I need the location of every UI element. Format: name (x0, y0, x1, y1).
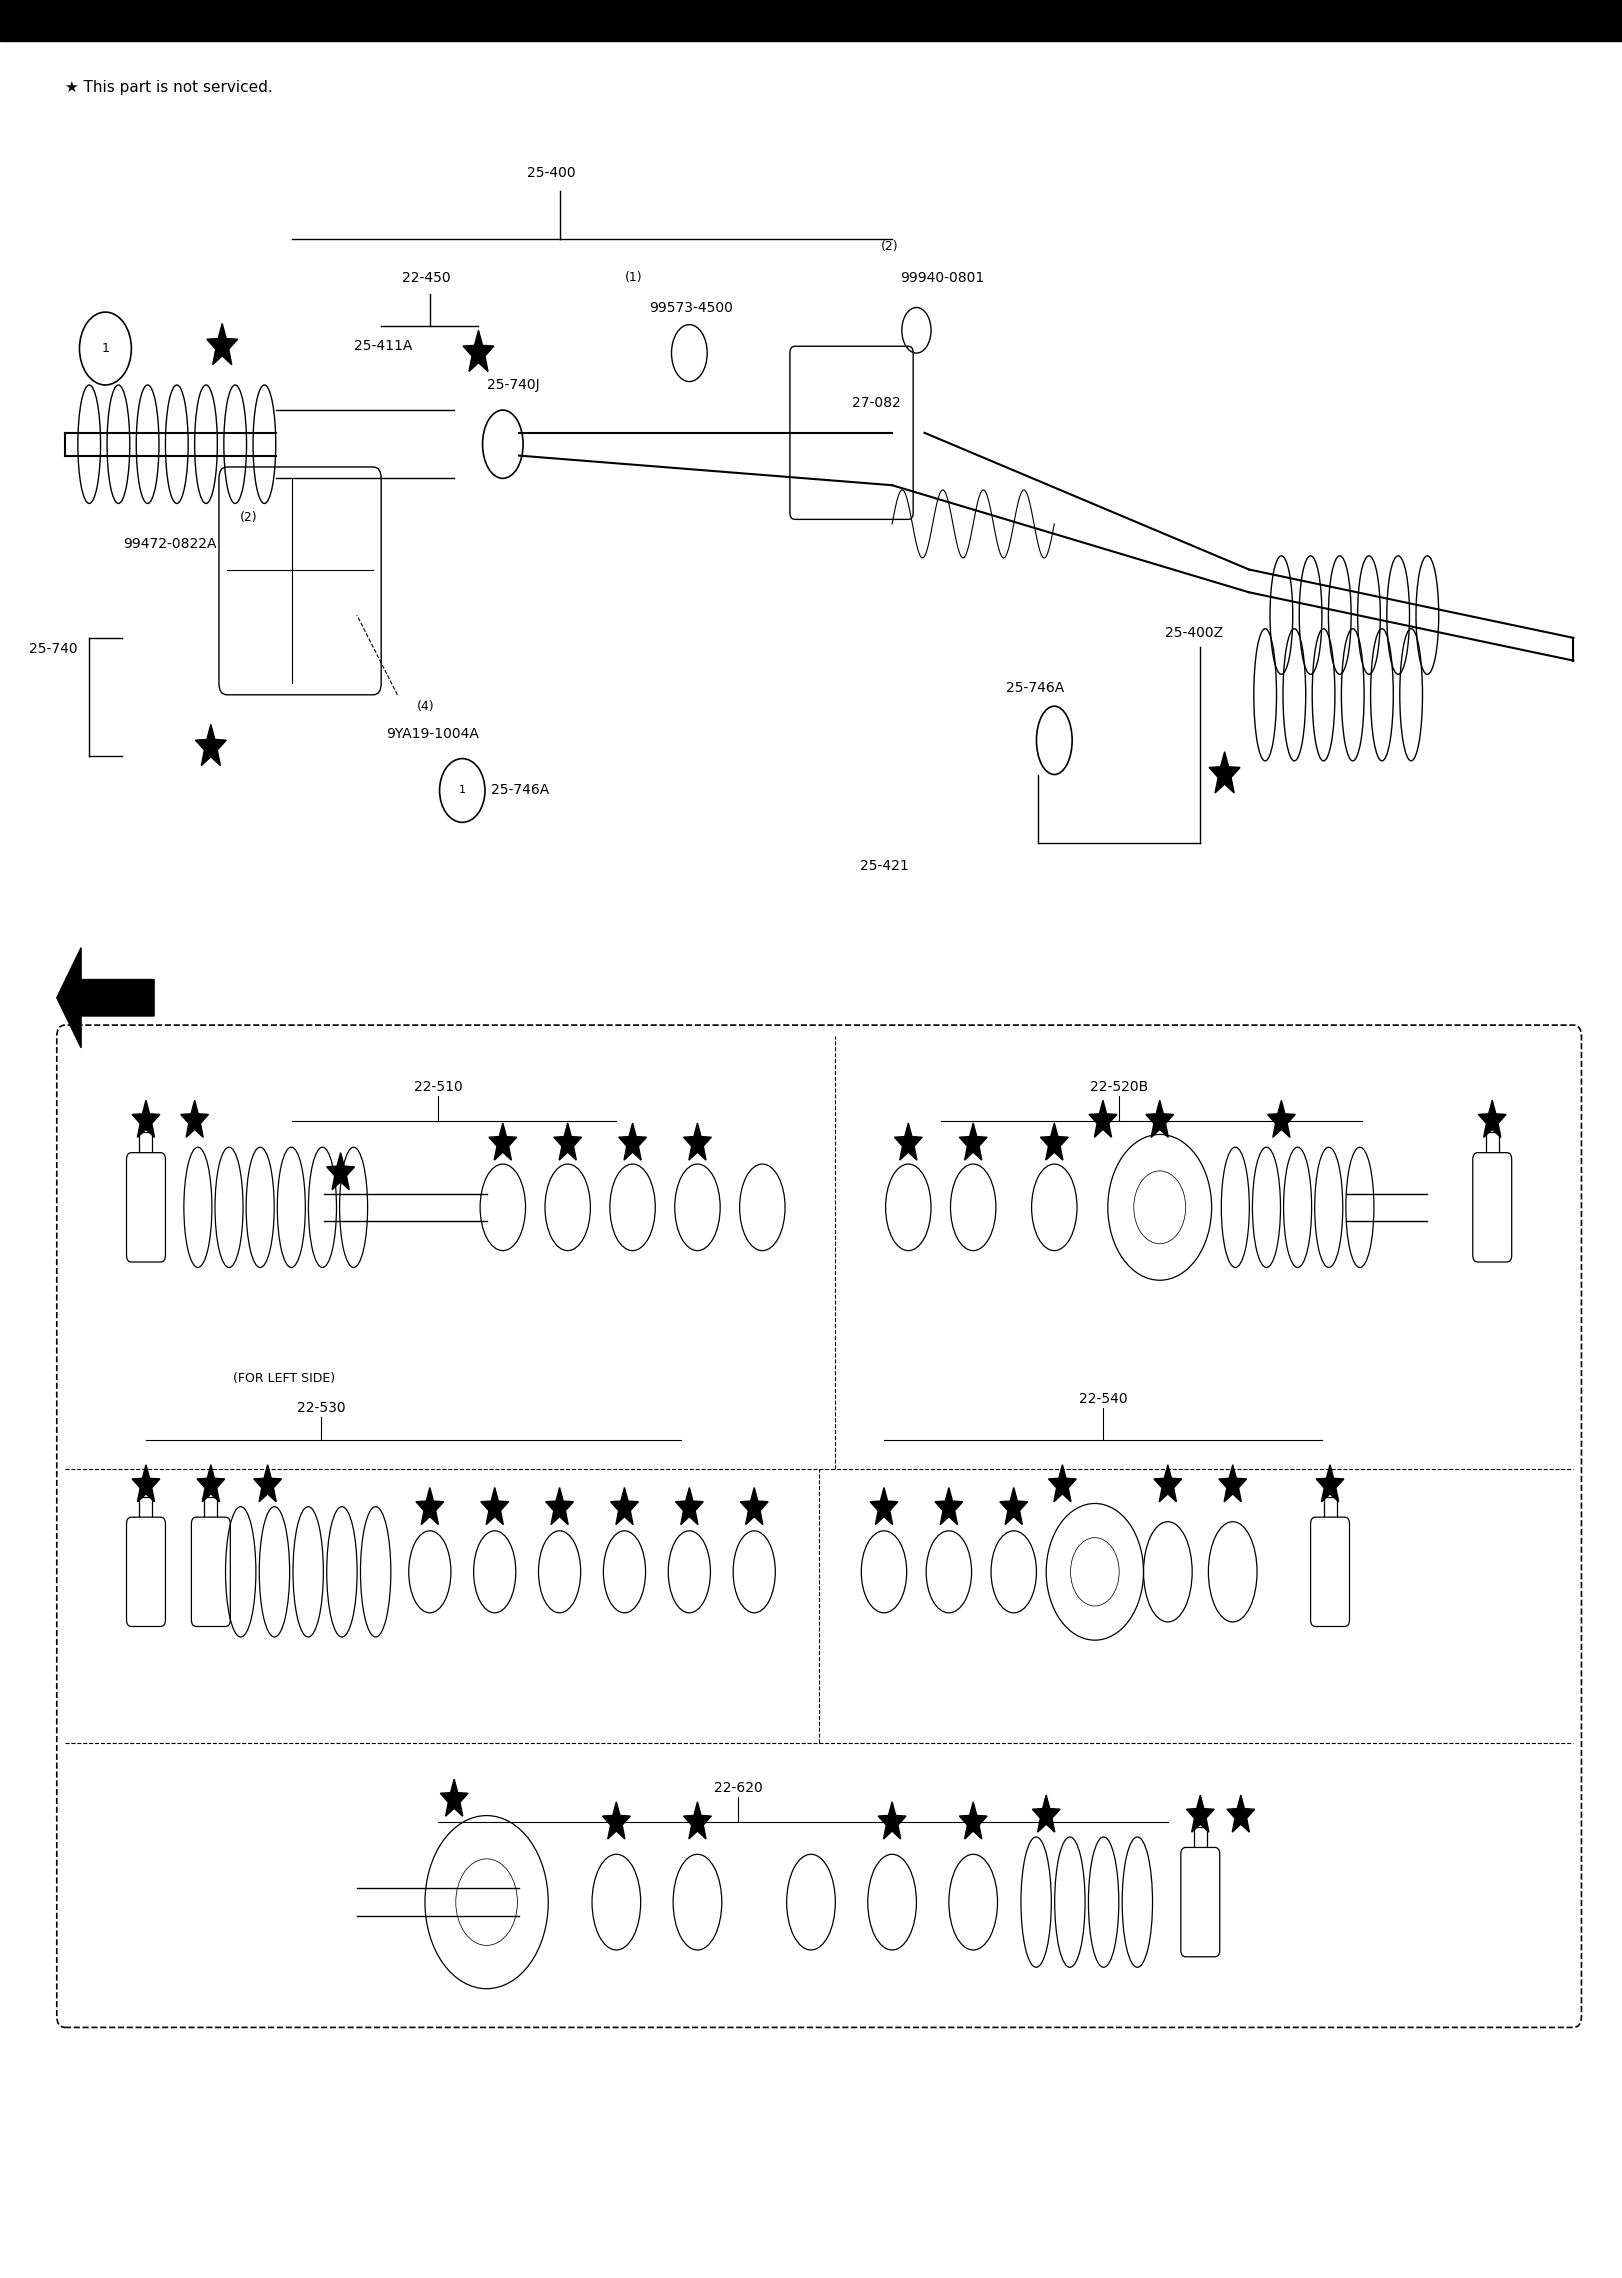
Text: 1: 1 (102, 342, 109, 355)
Polygon shape (1218, 1465, 1247, 1501)
Polygon shape (618, 1123, 647, 1160)
Polygon shape (253, 1465, 282, 1501)
Text: (2): (2) (240, 510, 258, 524)
FancyBboxPatch shape (1473, 1153, 1512, 1262)
Text: 25-400Z: 25-400Z (1165, 626, 1223, 640)
Polygon shape (480, 1488, 509, 1524)
Text: 25-740J: 25-740J (487, 378, 539, 392)
Text: 22-620: 22-620 (714, 1781, 762, 1795)
Polygon shape (1226, 1795, 1255, 1832)
Polygon shape (440, 1779, 469, 1816)
Polygon shape (326, 1153, 355, 1189)
Polygon shape (1040, 1123, 1069, 1160)
Polygon shape (878, 1802, 907, 1838)
Polygon shape (1267, 1100, 1296, 1137)
Text: ★ This part is not serviced.: ★ This part is not serviced. (65, 80, 272, 96)
FancyBboxPatch shape (1311, 1517, 1350, 1626)
Text: 25-421: 25-421 (860, 859, 908, 872)
Text: 22-530: 22-530 (297, 1401, 345, 1415)
Polygon shape (683, 1802, 712, 1838)
Text: 9YA19-1004A: 9YA19-1004A (386, 727, 478, 740)
Text: 25-740: 25-740 (29, 642, 78, 656)
Text: 25-400: 25-400 (527, 166, 576, 180)
Bar (0, 0, 1622, 41)
FancyBboxPatch shape (191, 1517, 230, 1626)
Polygon shape (196, 1465, 225, 1501)
Polygon shape (1153, 1465, 1182, 1501)
Polygon shape (894, 1123, 923, 1160)
Polygon shape (553, 1123, 582, 1160)
Polygon shape (683, 1123, 712, 1160)
Text: (1): (1) (624, 271, 642, 285)
Text: 22-510: 22-510 (414, 1080, 462, 1093)
Text: (2): (2) (881, 239, 899, 253)
Text: (4): (4) (417, 699, 435, 713)
Polygon shape (180, 1100, 209, 1137)
Text: 25-411A: 25-411A (354, 339, 412, 353)
FancyBboxPatch shape (127, 1153, 165, 1262)
Polygon shape (1208, 752, 1241, 793)
Polygon shape (959, 1802, 988, 1838)
Polygon shape (545, 1488, 574, 1524)
Polygon shape (462, 330, 495, 371)
Polygon shape (1088, 1100, 1118, 1137)
Text: 99472-0822A: 99472-0822A (123, 538, 217, 551)
Polygon shape (610, 1488, 639, 1524)
Polygon shape (869, 1488, 899, 1524)
Polygon shape (675, 1488, 704, 1524)
Polygon shape (1478, 1100, 1507, 1137)
Polygon shape (131, 1465, 161, 1501)
Text: 25-746A: 25-746A (491, 784, 550, 797)
Polygon shape (1315, 1465, 1345, 1501)
Polygon shape (488, 1123, 517, 1160)
Polygon shape (131, 1100, 161, 1137)
Polygon shape (1048, 1465, 1077, 1501)
FancyBboxPatch shape (1181, 1847, 1220, 1957)
Text: 25-746A: 25-746A (1006, 681, 1064, 695)
Polygon shape (206, 323, 238, 364)
Polygon shape (602, 1802, 631, 1838)
Polygon shape (740, 1488, 769, 1524)
FancyBboxPatch shape (127, 1517, 165, 1626)
Text: 99573-4500: 99573-4500 (649, 301, 733, 314)
Text: 22-520B: 22-520B (1090, 1080, 1148, 1093)
Text: 27-082: 27-082 (852, 396, 900, 410)
Text: 22-540: 22-540 (1079, 1392, 1127, 1406)
Text: FWD: FWD (97, 991, 130, 1005)
Text: 99940-0801: 99940-0801 (900, 271, 985, 285)
Text: 1: 1 (459, 786, 466, 795)
Polygon shape (999, 1488, 1028, 1524)
Polygon shape (934, 1488, 963, 1524)
Polygon shape (1186, 1795, 1215, 1832)
Text: 22-450: 22-450 (402, 271, 451, 285)
Polygon shape (57, 948, 154, 1048)
Polygon shape (195, 724, 227, 765)
Polygon shape (959, 1123, 988, 1160)
Polygon shape (415, 1488, 444, 1524)
Polygon shape (1145, 1100, 1174, 1137)
Text: (FOR LEFT SIDE): (FOR LEFT SIDE) (234, 1371, 334, 1385)
Polygon shape (1032, 1795, 1061, 1832)
